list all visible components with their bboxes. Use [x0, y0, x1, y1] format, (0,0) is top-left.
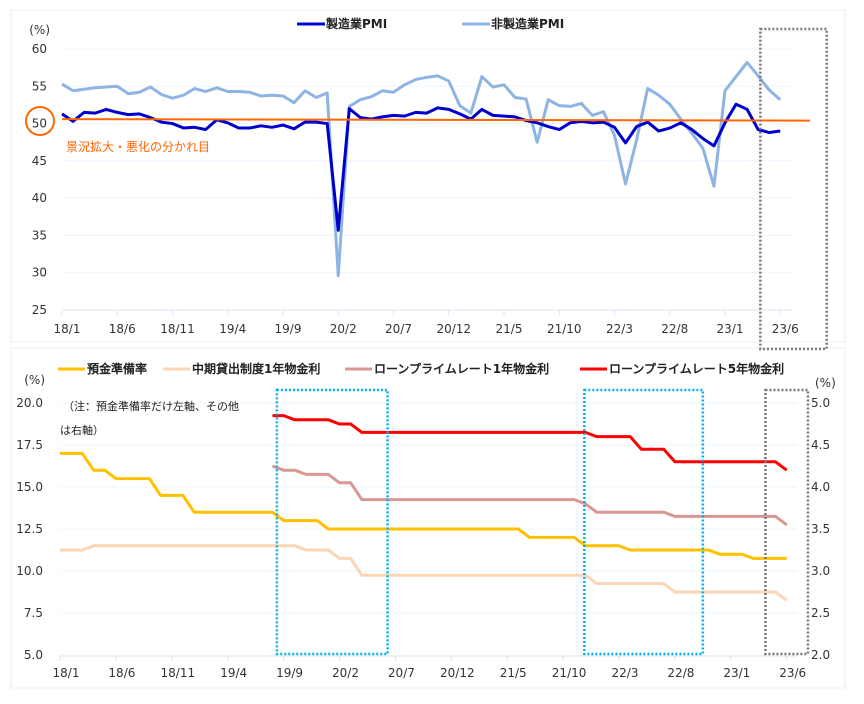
y-right-tick-label: 2.5 [811, 606, 830, 620]
legend-label-manufacturing-pmi: 製造業PMI [325, 16, 387, 31]
highlight-box [759, 27, 828, 351]
x-tick-label: 18/11 [160, 322, 195, 336]
y-left-tick-label: 12.5 [16, 522, 43, 536]
highlight-box [275, 388, 389, 656]
y-tick-label: 45 [32, 154, 47, 168]
y-tick-label: 35 [32, 228, 47, 242]
legend-label-reserve-requirement-ratio: 預金準備率 [87, 361, 147, 376]
x-tick-label: 20/12 [440, 666, 475, 680]
x-tick-label: 19/4 [219, 322, 246, 336]
series-line-lpr-5y-rate [272, 414, 788, 472]
x-tick-label: 23/6 [772, 322, 799, 336]
legend-label-non-manufacturing-pmi: 非製造業PMI [491, 16, 564, 31]
y-right-axis-unit: (%) [815, 376, 836, 390]
y-left-tick-label: 20.0 [16, 396, 43, 410]
highlight-box [764, 388, 810, 656]
y-tick-label: 25 [32, 303, 47, 317]
x-tick-label: 22/3 [612, 666, 639, 680]
reference-line-50 [61, 118, 811, 122]
x-tick-label: 19/4 [220, 666, 247, 680]
y-left-tick-label: 10.0 [16, 564, 43, 578]
x-tick-label: 19/9 [275, 322, 302, 336]
x-tick-label: 20/7 [385, 322, 412, 336]
bottom-panel-frame [10, 347, 846, 689]
y-axis-unit: (%) [29, 23, 50, 37]
x-tick-label: 22/3 [606, 322, 633, 336]
x-tick-label: 23/6 [779, 666, 806, 680]
x-tick-label: 22/8 [661, 322, 688, 336]
y-right-tick-label: 4.0 [811, 480, 830, 494]
reference-line-label: 景況拡大・悪化の分かれ目 [66, 139, 210, 154]
x-tick-label: 23/1 [723, 666, 750, 680]
y-tick-label: 60 [32, 42, 47, 56]
x-tick-label: 20/7 [388, 666, 415, 680]
y-right-tick-label: 2.0 [811, 648, 830, 662]
y-left-tick-label: 7.5 [24, 606, 43, 620]
x-tick-label: 18/1 [53, 666, 80, 680]
y-tick-label: 50 [32, 117, 47, 131]
x-tick-label: 20/2 [330, 322, 357, 336]
series-line-manufacturing-pmi [61, 102, 781, 232]
x-tick-label: 18/11 [161, 666, 196, 680]
y-right-tick-label: 3.5 [811, 522, 830, 536]
series-line-lpr-1y-rate [271, 464, 788, 526]
x-tick-label: 19/9 [276, 666, 303, 680]
series-line-reserve-requirement-ratio [60, 451, 787, 560]
x-tick-label: 21/5 [500, 666, 527, 680]
y-right-tick-label: 5.0 [811, 396, 830, 410]
legend-label-lpr-5y-rate: ローンプライムレート5年物金利 [609, 361, 784, 376]
y-left-tick-label: 17.5 [16, 438, 43, 452]
axis-note-line: （注：預金準備率だけ左軸、その他 [63, 399, 239, 413]
y-right-tick-label: 3.0 [811, 564, 830, 578]
y-tick-label: 30 [32, 266, 47, 280]
legend-label-lpr-1y-rate: ローンプライムレート1年物金利 [374, 361, 549, 376]
x-tick-label: 20/2 [332, 666, 359, 680]
x-tick-label: 18/6 [108, 666, 135, 680]
highlight-box [583, 388, 705, 656]
x-tick-label: 23/1 [717, 322, 744, 336]
top-panel-frame [10, 9, 846, 343]
x-tick-label: 21/10 [552, 666, 587, 680]
legend-label-mlf-1y-rate: 中期貸出制度1年物金利 [192, 361, 320, 376]
axis-note-line: は右軸） [60, 423, 104, 437]
series-line-mlf-1y-rate [60, 544, 788, 602]
y-left-tick-label: 5.0 [24, 648, 43, 662]
highlight-circle-50 [25, 106, 55, 136]
y-tick-label: 55 [32, 79, 47, 93]
series-line-non-manufacturing-pmi [61, 60, 782, 278]
y-tick-label: 40 [32, 191, 47, 205]
x-tick-label: 20/12 [436, 322, 471, 336]
x-tick-label: 21/5 [496, 322, 523, 336]
y-left-axis-unit: (%) [24, 373, 45, 387]
x-tick-label: 18/6 [109, 322, 136, 336]
y-left-tick-label: 15.0 [16, 480, 43, 494]
x-tick-label: 21/10 [547, 322, 582, 336]
y-right-tick-label: 4.5 [811, 438, 830, 452]
x-tick-label: 18/1 [54, 322, 81, 336]
x-tick-label: 22/8 [667, 666, 694, 680]
